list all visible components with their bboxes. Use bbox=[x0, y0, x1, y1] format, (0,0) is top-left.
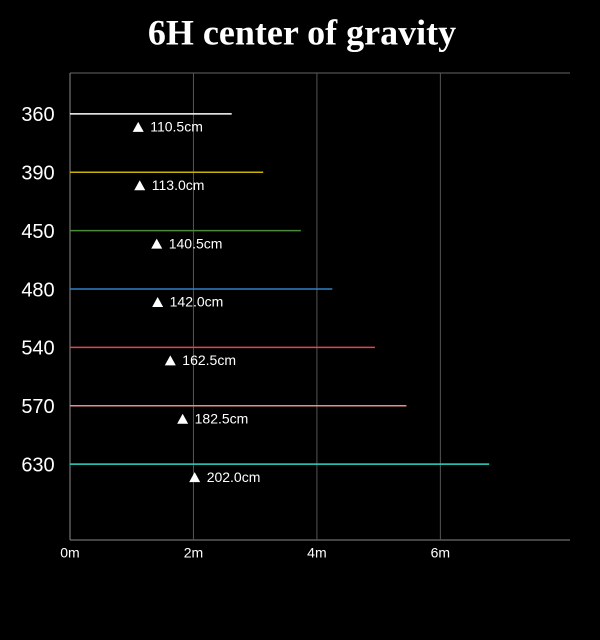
y-tick-label: 630 bbox=[21, 454, 54, 476]
marker-label: 110.5cm bbox=[150, 119, 203, 135]
marker-label: 142.0cm bbox=[170, 294, 224, 310]
marker-label: 202.0cm bbox=[207, 469, 261, 485]
y-tick-label: 390 bbox=[21, 163, 54, 185]
marker bbox=[134, 180, 146, 191]
y-tick-label: 540 bbox=[21, 338, 54, 360]
x-tick-label: 2m bbox=[184, 545, 203, 561]
marker bbox=[164, 355, 176, 366]
y-tick-label: 360 bbox=[21, 104, 54, 126]
x-tick-label: 4m bbox=[307, 545, 326, 561]
marker bbox=[132, 121, 144, 132]
marker-label: 140.5cm bbox=[169, 235, 223, 251]
marker-label: 162.5cm bbox=[182, 352, 236, 368]
marker bbox=[177, 413, 189, 424]
y-tick-label: 450 bbox=[21, 221, 54, 243]
chart-title: 6H center of gravity bbox=[148, 12, 456, 52]
x-tick-label: 0m bbox=[60, 545, 79, 561]
marker bbox=[152, 296, 164, 307]
marker-label: 182.5cm bbox=[195, 410, 249, 426]
marker bbox=[151, 238, 163, 249]
y-tick-label: 480 bbox=[21, 279, 54, 301]
x-tick-label: 6m bbox=[431, 545, 450, 561]
marker-label: 113.0cm bbox=[152, 177, 205, 193]
y-tick-label: 570 bbox=[21, 396, 54, 418]
marker bbox=[189, 472, 201, 483]
